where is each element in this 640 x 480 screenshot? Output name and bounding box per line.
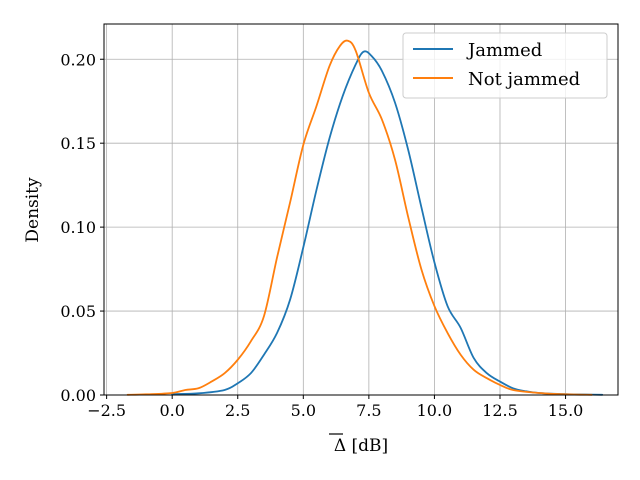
y-axis-label: Density xyxy=(23,177,43,243)
legend-label-jammed: Jammed xyxy=(466,40,542,61)
legend: Jammed Not jammed xyxy=(402,32,608,99)
y-tick-label: 0.10 xyxy=(60,218,96,237)
x-tick-label: 0.0 xyxy=(159,401,184,420)
y-tick-label: 0.05 xyxy=(60,302,96,321)
x-tick-label: −2.5 xyxy=(87,401,126,420)
x-axis-label: Δ [dB] xyxy=(334,436,388,456)
x-tick-label: 15.0 xyxy=(548,401,584,420)
y-tick-label: 0.20 xyxy=(60,50,96,69)
x-tick-label: 10.0 xyxy=(417,401,453,420)
series-line-jammed xyxy=(171,50,604,396)
series-line-not-jammed xyxy=(126,39,593,396)
legend-box xyxy=(402,32,608,99)
series-lines xyxy=(126,39,604,396)
y-tick-label: 0.00 xyxy=(60,386,96,405)
x-tick-label: 7.5 xyxy=(356,401,381,420)
axis-ticks: −2.5 0.0 2.5 5.0 7.5 10.0 12.5 15.0 0.00 0.05 0.10… xyxy=(60,50,583,420)
x-tick-label: 5.0 xyxy=(291,401,316,420)
x-tick-label: 2.5 xyxy=(225,401,250,420)
y-tick-label: 0.15 xyxy=(60,134,96,153)
legend-label-not-jammed: Not jammed xyxy=(468,69,580,90)
x-tick-label: 12.5 xyxy=(482,401,518,420)
plot-frame xyxy=(103,23,619,396)
